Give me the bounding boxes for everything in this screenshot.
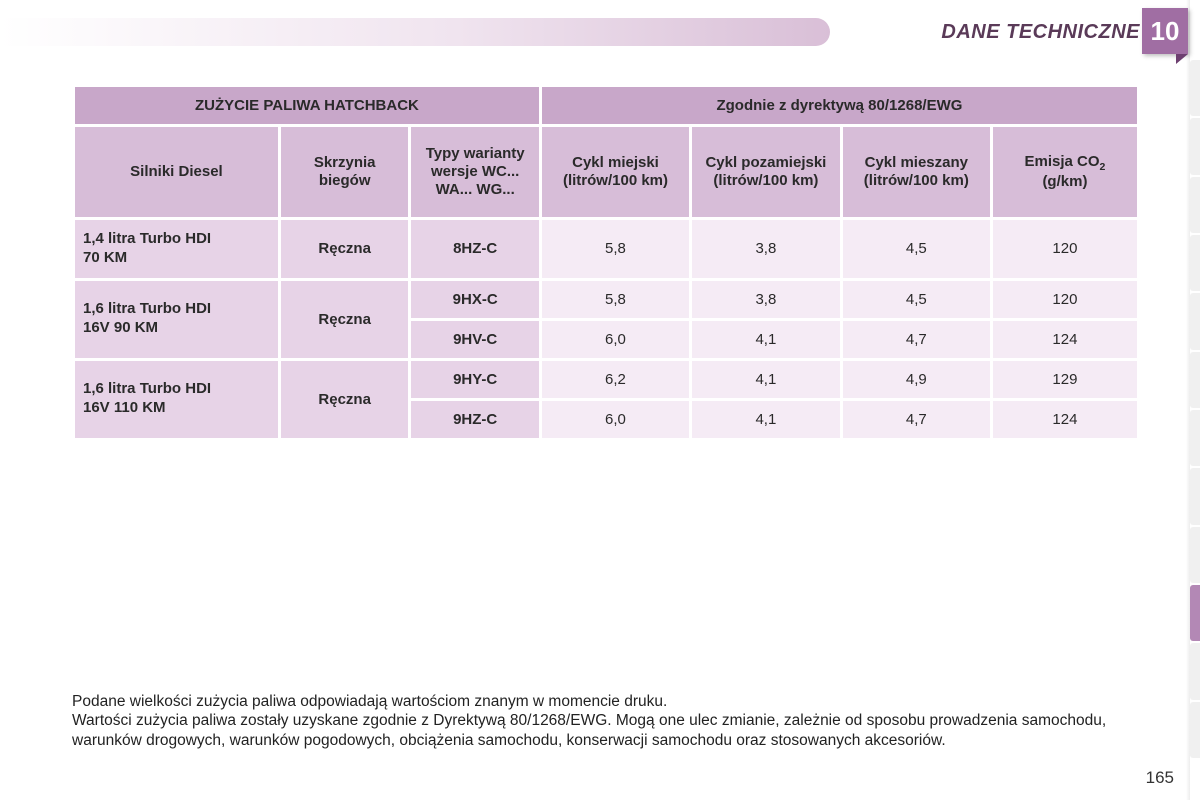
footnote-line1: Podane wielkości zużycia paliwa odpowiad… <box>72 692 1132 711</box>
engine-cell: 1,6 litra Turbo HDI16V 90 KM <box>75 281 278 358</box>
table-row: 1,4 litra Turbo HDI70 KMRęczna8HZ-C5,83,… <box>75 220 1137 278</box>
mixed-subcell: 4,9 <box>843 361 990 401</box>
gearbox-cell: Ręczna <box>281 361 409 438</box>
table-row: 1,6 litra Turbo HDI16V 110 KMRęczna9HY-C… <box>75 361 1137 438</box>
chapter-tab: 10 <box>1142 8 1188 54</box>
road-cell: 4,14,1 <box>692 361 840 438</box>
fuel-consumption-table: ZUŻYCIE PALIWA HATCHBACK Zgodnie z dyrek… <box>72 84 1140 441</box>
type-cell: 9HY-C9HZ-C <box>411 361 538 438</box>
city-subcell: 6,0 <box>542 321 689 358</box>
col-city: Cykl miejski (litrów/100 km) <box>542 127 689 217</box>
road-cell: 3,84,1 <box>692 281 840 358</box>
type-subcell: 9HY-C <box>411 361 538 401</box>
section-header: DANE TECHNICZNE <box>0 18 1160 46</box>
footnote: Podane wielkości zużycia paliwa odpowiad… <box>72 692 1132 750</box>
page-number: 165 <box>1146 768 1174 788</box>
road-subcell: 4,1 <box>692 401 840 438</box>
co2-subcell: 129 <box>993 361 1137 401</box>
mixed-cell: 4,54,7 <box>843 281 990 358</box>
engine-cell: 1,6 litra Turbo HDI16V 110 KM <box>75 361 278 438</box>
table-header-top: ZUŻYCIE PALIWA HATCHBACK Zgodnie z dyrek… <box>75 87 1137 124</box>
header-left: ZUŻYCIE PALIWA HATCHBACK <box>75 87 539 124</box>
gearbox-cell: Ręczna <box>281 220 409 278</box>
type-subcell: 9HV-C <box>411 321 538 358</box>
col-type: Typy warianty wersje WC... WA... WG... <box>411 127 538 217</box>
col-co2-label: Emisja CO <box>1025 153 1100 170</box>
header-right: Zgodnie z dyrektywą 80/1268/EWG <box>542 87 1137 124</box>
type-subcell: 9HX-C <box>411 281 538 321</box>
city-cell: 6,26,0 <box>542 361 689 438</box>
mixed-subcell: 4,5 <box>843 281 990 321</box>
section-title: DANE TECHNICZNE <box>941 21 1140 44</box>
mixed-subcell: 4,7 <box>843 401 990 438</box>
mixed-cell: 4,5 <box>843 220 990 278</box>
co2-cell: 120 <box>993 220 1137 278</box>
city-subcell: 6,2 <box>542 361 689 401</box>
col-road: Cykl pozamiejski (litrów/100 km) <box>692 127 840 217</box>
col-engine: Silniki Diesel <box>75 127 278 217</box>
type-subcell: 9HZ-C <box>411 401 538 438</box>
co2-cell: 120124 <box>993 281 1137 358</box>
col-co2: Emisja CO2 (g/km) <box>993 127 1137 217</box>
engine-cell: 1,4 litra Turbo HDI70 KM <box>75 220 278 278</box>
city-subcell: 6,0 <box>542 401 689 438</box>
co2-cell: 129124 <box>993 361 1137 438</box>
col-co2-unit: (g/km) <box>1042 173 1087 190</box>
road-cell: 3,8 <box>692 220 840 278</box>
col-gearbox: Skrzynia biegów <box>281 127 409 217</box>
city-subcell: 5,8 <box>542 281 689 321</box>
side-index-tabs <box>1190 60 1200 760</box>
footnote-line2: Wartości zużycia paliwa zostały uzyskane… <box>72 711 1132 750</box>
mixed-cell: 4,94,7 <box>843 361 990 438</box>
table-body: 1,4 litra Turbo HDI70 KMRęczna8HZ-C5,83,… <box>75 220 1137 438</box>
city-cell: 5,8 <box>542 220 689 278</box>
road-subcell: 4,1 <box>692 361 840 401</box>
table-header-columns: Silniki Diesel Skrzynia biegów Typy wari… <box>75 127 1137 217</box>
road-subcell: 4,1 <box>692 321 840 358</box>
co2-sub: 2 <box>1100 161 1106 173</box>
gearbox-cell: Ręczna <box>281 281 409 358</box>
road-subcell: 3,8 <box>692 281 840 321</box>
col-mixed: Cykl mieszany (litrów/100 km) <box>843 127 990 217</box>
type-cell: 9HX-C9HV-C <box>411 281 538 358</box>
mixed-subcell: 4,7 <box>843 321 990 358</box>
city-cell: 5,86,0 <box>542 281 689 358</box>
co2-subcell: 120 <box>993 281 1137 321</box>
type-cell: 8HZ-C <box>411 220 538 278</box>
co2-subcell: 124 <box>993 401 1137 438</box>
co2-subcell: 124 <box>993 321 1137 358</box>
table-row: 1,6 litra Turbo HDI16V 90 KMRęczna9HX-C9… <box>75 281 1137 358</box>
